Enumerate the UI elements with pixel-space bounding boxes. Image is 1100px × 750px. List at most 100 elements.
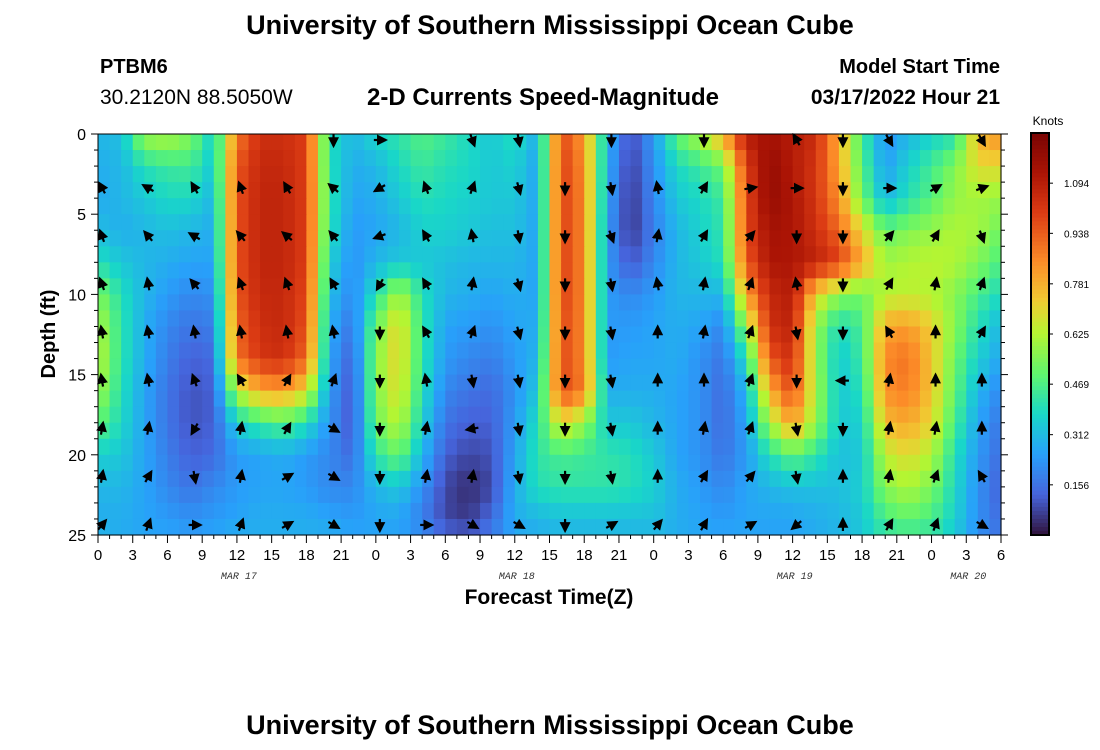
heatmap-cell [329, 358, 342, 376]
heatmap-cell [132, 278, 145, 295]
heatmap-cell [781, 358, 794, 376]
heatmap-cell [792, 166, 805, 183]
current-vector-arrow [605, 326, 617, 341]
heatmap-cell [838, 246, 852, 263]
heatmap-cell [966, 390, 979, 408]
heatmap-cell [862, 198, 875, 215]
heatmap-cell [98, 438, 111, 456]
colorbar-segment [1031, 462, 1049, 468]
heatmap-cell [271, 470, 284, 488]
heatmap-cell [595, 134, 608, 151]
heatmap-cell [121, 310, 134, 328]
heatmap-cell [352, 438, 365, 456]
heatmap-cell [190, 454, 203, 472]
heatmap-cell [572, 406, 585, 424]
heatmap-cell [422, 310, 435, 328]
heatmap-cell [607, 358, 620, 376]
heatmap-cell [132, 358, 145, 376]
heatmap-cell [873, 502, 886, 520]
heatmap-cell [526, 422, 539, 440]
heatmap-cell [607, 166, 620, 183]
heatmap-cell [167, 246, 180, 263]
heatmap-cell [503, 134, 516, 151]
heatmap-cell [827, 198, 840, 215]
heatmap-cell [827, 486, 840, 504]
heatmap-cell [503, 294, 516, 312]
heatmap-cell [410, 294, 423, 312]
heatmap-cell [966, 422, 979, 440]
heatmap-cell [329, 502, 342, 520]
colorbar-segment [1031, 213, 1049, 219]
current-vector-arrow [652, 180, 664, 195]
heatmap-cell [445, 358, 458, 376]
heatmap-cell [549, 134, 562, 151]
heatmap-cell [827, 518, 840, 536]
heatmap-cell [792, 198, 805, 215]
heatmap-cell [456, 278, 470, 295]
heatmap-cell [885, 166, 898, 183]
heatmap-cell [723, 278, 736, 295]
heatmap-cell [144, 486, 157, 504]
heatmap-cell [491, 294, 504, 312]
heatmap-cell [375, 150, 389, 167]
heatmap-cell [410, 166, 423, 183]
heatmap-cell [815, 278, 828, 295]
heatmap-cell [109, 422, 122, 440]
heatmap-cell [838, 454, 852, 472]
heatmap-cell [375, 406, 389, 424]
heatmap-cell [896, 342, 909, 360]
heatmap-cell [503, 278, 516, 295]
heatmap-cell [769, 374, 782, 392]
x-tick-label: 3 [962, 547, 970, 564]
heatmap-cell [954, 294, 967, 312]
heatmap-cell [491, 262, 504, 279]
heatmap-cell [98, 502, 111, 520]
heatmap-cell [179, 422, 192, 440]
heatmap-cell [456, 246, 470, 263]
heatmap-cell [387, 326, 400, 344]
heatmap-cell [294, 518, 307, 536]
current-vector-arrow [327, 422, 341, 433]
heatmap-cell [931, 246, 944, 263]
heatmap-cell [723, 182, 736, 199]
heatmap-cell [769, 454, 782, 472]
heatmap-cell [422, 342, 435, 360]
heatmap-cell [306, 278, 319, 295]
heatmap-cell [792, 246, 805, 263]
heatmap-cell [537, 406, 551, 424]
heatmap-cell [977, 150, 991, 167]
heatmap-cell [665, 246, 678, 263]
heatmap-cell [595, 278, 608, 295]
heatmap-cell [561, 214, 574, 231]
heatmap-cell [873, 486, 886, 504]
colorbar-segment [1031, 442, 1049, 448]
current-vector-arrow [190, 422, 201, 436]
heatmap-cell [769, 518, 782, 536]
heatmap-cell [202, 230, 215, 247]
heatmap-cell [225, 230, 238, 247]
heatmap-cell [456, 374, 470, 392]
heatmap-cell [456, 294, 470, 312]
heatmap-cell [526, 390, 539, 408]
heatmap-cell [526, 518, 539, 536]
heatmap-cell [468, 310, 481, 328]
heatmap-cell [584, 230, 597, 247]
heatmap-cell [954, 150, 967, 167]
heatmap-cell [815, 182, 828, 199]
heatmap-cell [537, 502, 551, 520]
heatmap-cell [827, 454, 840, 472]
heatmap-cell [225, 294, 238, 312]
heatmap-cell [584, 246, 597, 263]
heatmap-cell [422, 422, 435, 440]
heatmap-cell [410, 214, 423, 231]
heatmap-cell [456, 422, 470, 440]
heatmap-cell [190, 438, 203, 456]
heatmap-cell [283, 342, 296, 360]
heatmap-cell [98, 470, 111, 488]
heatmap-cell [862, 134, 875, 151]
heatmap-cell [526, 294, 539, 312]
heatmap-cell [98, 342, 111, 360]
heatmap-cell [757, 470, 771, 488]
heatmap-cell [827, 230, 840, 247]
heatmap-cell [873, 166, 886, 183]
